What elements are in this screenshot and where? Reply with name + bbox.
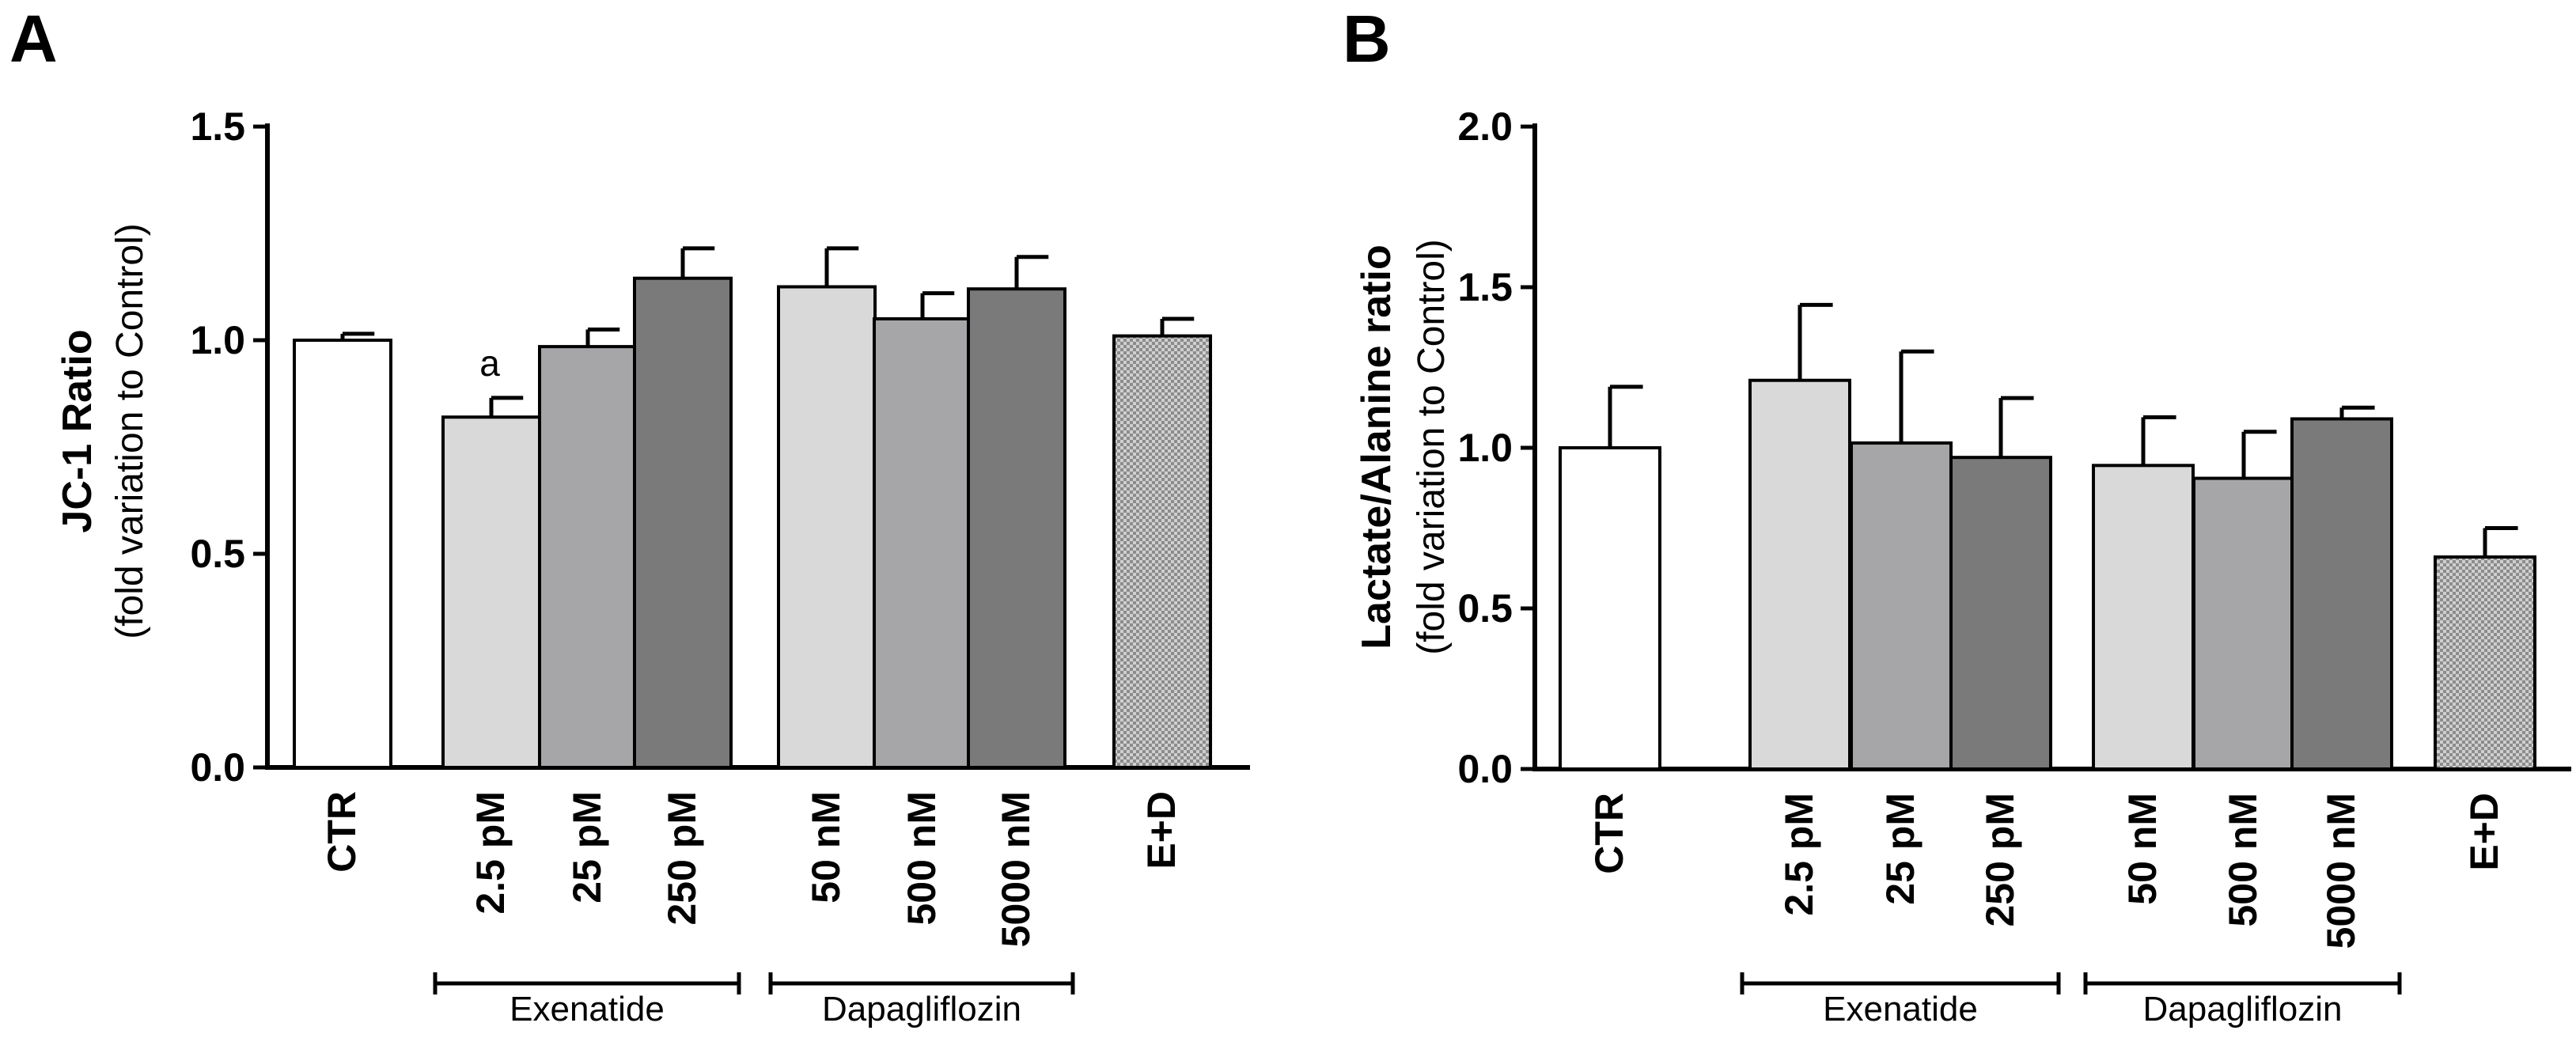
y-tick-label-b: 0.5	[1457, 586, 1513, 631]
category-label-b: 50 nM	[2120, 793, 2165, 905]
y-tick-label-a: 1.5	[190, 104, 245, 149]
y-axis-subtitle-a: (fold variation to Control)	[109, 223, 151, 639]
bar-b-4	[2092, 464, 2195, 771]
category-label-a: 500 nM	[900, 791, 944, 926]
y-axis-title-b: Lactate/Alanine ratio	[1354, 244, 1400, 649]
y-tick-label-b: 1.5	[1457, 265, 1513, 309]
bar-b-5	[2192, 476, 2295, 771]
panel-letter-a: A	[9, 2, 58, 76]
bar-a-0	[293, 339, 392, 769]
bar-b-3	[1949, 456, 2052, 771]
y-tick-label-a: 0.0	[190, 745, 245, 790]
category-label-b: 250 pM	[1978, 793, 2022, 927]
category-label-a: 2.5 pM	[468, 791, 513, 915]
category-label-b: 5000 nM	[2319, 793, 2363, 949]
bar-a-5	[873, 317, 972, 769]
plot-area-a: 0.0 0.5 1.0 1.5 CTR 2.5 pM 25 pM 250 pM 50 nM 500…	[190, 104, 1250, 1029]
bar-b-0	[1559, 446, 1661, 771]
category-label-b: 2.5 pM	[1777, 793, 1821, 916]
group-label-a: Dapagliflozin	[822, 990, 1021, 1029]
category-label-a: 25 pM	[565, 791, 609, 904]
category-label-a: 50 nM	[804, 791, 848, 904]
y-tick-label-b: 1.0	[1457, 426, 1513, 470]
category-label-b: 25 pM	[1878, 793, 1923, 905]
group-label-b: Exenatide	[1823, 990, 1978, 1029]
y-tick-label-b: 0.0	[1457, 747, 1513, 791]
category-label-b: 500 nM	[2221, 793, 2265, 927]
bar-b-6	[2290, 417, 2393, 771]
bar-a-3	[633, 276, 733, 769]
category-label-a: E+D	[1139, 791, 1184, 869]
bar-a-4	[777, 285, 877, 769]
bar-b-1	[1748, 378, 1851, 771]
y-tick-label-a: 0.5	[190, 532, 245, 576]
bar-b-2	[1850, 441, 1953, 771]
bar-b-7	[2434, 555, 2536, 771]
bar-a-6	[967, 287, 1066, 769]
category-label-a: 5000 nM	[994, 791, 1038, 947]
group-label-b: Dapagliflozin	[2143, 990, 2343, 1029]
category-label-b: E+D	[2462, 793, 2506, 871]
panel-b: B Lactate/Alanine ratio (fold variation …	[1343, 2, 2571, 1029]
category-label-a: CTR	[320, 791, 364, 873]
panel-letter-b: B	[1343, 2, 1391, 76]
group-label-a: Exenatide	[510, 990, 665, 1029]
y-axis-title-a: JC-1 Ratio	[55, 329, 100, 532]
y-tick-label-b: 2.0	[1457, 104, 1513, 149]
significance-label-a: a	[479, 343, 500, 384]
bar-a-2	[538, 345, 638, 770]
bar-a-1	[441, 415, 541, 769]
y-tick-label-a: 1.0	[190, 318, 245, 362]
y-axis-subtitle-b: (fold variation to Control)	[1411, 239, 1453, 655]
category-label-b: CTR	[1587, 793, 1631, 874]
panel-a: A JC-1 Ratio (fold variation to Control)…	[9, 2, 1250, 1029]
plot-area-b: 0.0 0.5 1.0 1.5 2.0 CTR 2.5 pM 25 pM 250 pM 50 nM…	[1457, 104, 2571, 1029]
category-label-a: 250 pM	[660, 791, 704, 926]
bar-a-7	[1112, 334, 1212, 770]
